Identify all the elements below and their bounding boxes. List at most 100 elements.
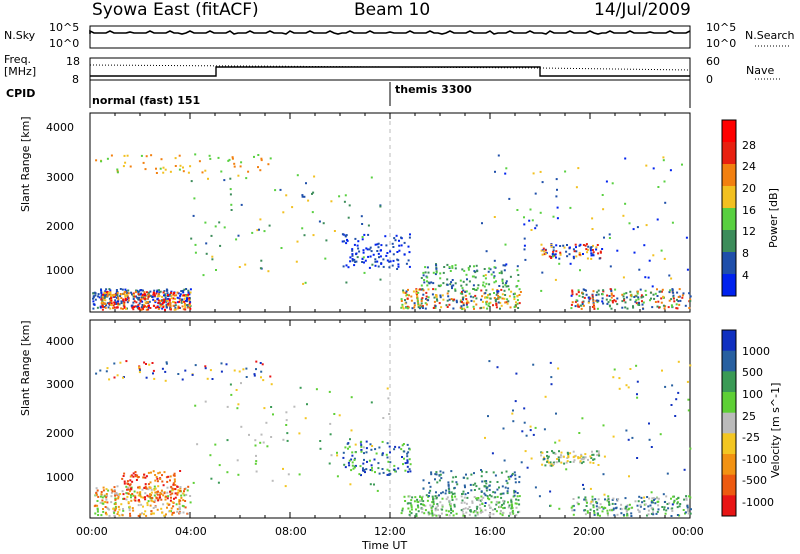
velocity-echo: [270, 406, 273, 408]
velocity-echo: [475, 497, 478, 500]
velocity-echo: [683, 468, 686, 471]
power-echo: [122, 292, 125, 295]
velocity-echo: [184, 506, 187, 509]
power-echo: [580, 307, 583, 310]
power-echo: [117, 296, 120, 299]
velocity-echo: [599, 503, 602, 506]
power-echo: [180, 290, 183, 293]
power-echo: [464, 291, 467, 293]
power-echo: [579, 269, 581, 272]
power-echo: [494, 298, 497, 301]
velocity-echo: [506, 482, 509, 485]
velocity-echo: [373, 458, 376, 461]
velocity-echo: [504, 486, 507, 489]
power-echo: [188, 299, 191, 302]
power-echo: [378, 256, 380, 259]
power-echo: [161, 299, 163, 302]
power-echo: [503, 297, 506, 300]
velocity-echo: [607, 501, 610, 503]
velocity-echo: [173, 478, 176, 481]
velocity-echo: [636, 380, 639, 383]
power-echo: [590, 257, 593, 260]
velocity-echo: [183, 494, 186, 497]
power-echo: [591, 217, 594, 220]
velocity-echo: [462, 513, 465, 516]
power-echo: [207, 177, 209, 180]
power-echo: [172, 300, 174, 303]
velocity-echo: [629, 368, 632, 370]
xtick-0: 00:00: [76, 525, 108, 538]
power-echo: [147, 306, 150, 309]
power-echo: [188, 302, 191, 305]
velocity-echo: [406, 455, 409, 458]
velocity-echo: [170, 510, 173, 513]
power-echo: [178, 306, 181, 309]
velocity-echo: [163, 514, 166, 517]
power-echo: [345, 234, 348, 237]
velocity-echo: [685, 497, 688, 500]
velocity-echo: [406, 465, 409, 468]
power-echo: [582, 304, 585, 307]
velocity-echo: [398, 446, 401, 449]
velocity-echo: [365, 468, 368, 471]
power-echo: [596, 307, 599, 310]
velocity-echo: [319, 440, 322, 442]
velocity-echo: [393, 464, 396, 467]
velocity-echo: [118, 508, 121, 511]
velocity-echo: [117, 493, 120, 496]
velocity-echo: [400, 512, 403, 515]
velocity-echo: [604, 498, 606, 501]
velocity-echo: [652, 497, 655, 500]
velocity-echo: [329, 422, 332, 425]
power-echo: [446, 263, 449, 266]
power-echo: [94, 294, 97, 297]
power-echo: [137, 307, 140, 310]
velocity-echo: [164, 379, 167, 382]
velocity-echo: [546, 460, 549, 463]
power-echo: [556, 188, 558, 191]
power-echo: [405, 262, 408, 265]
power-echo: [156, 298, 159, 301]
power-echo: [173, 308, 176, 311]
power-echo: [211, 255, 214, 258]
velocity-echo: [572, 513, 575, 516]
power-echo: [605, 180, 608, 183]
velocity-echo: [512, 409, 514, 412]
power-echo: [363, 271, 366, 274]
velocity-echo: [592, 504, 595, 507]
velocity-echo: [592, 458, 595, 461]
power-echo: [495, 280, 497, 283]
power-echo: [595, 248, 598, 251]
power-echo: [419, 288, 422, 291]
power-echo: [465, 290, 468, 293]
power-cb-label: Power [dB]: [767, 188, 780, 248]
velocity-echo: [595, 450, 598, 453]
velocity-echo: [478, 487, 481, 490]
power-echo: [258, 228, 260, 231]
velocity-echo: [607, 495, 610, 498]
power-echo: [178, 168, 181, 171]
velocity-echo: [136, 491, 139, 494]
power-echo: [407, 288, 409, 291]
power-echo: [141, 295, 144, 298]
velocity-echo: [608, 503, 611, 506]
velocity-echo: [262, 379, 265, 382]
velocity-echo: [262, 441, 265, 444]
power-echo: [401, 303, 404, 306]
velocity-echo: [455, 498, 458, 501]
power-echo: [107, 306, 110, 309]
velocity-echo: [573, 459, 576, 462]
velocity-echo: [581, 417, 584, 420]
power-echo: [231, 157, 234, 160]
power-echo: [530, 229, 533, 231]
power-echo: [133, 305, 135, 308]
power-echo: [118, 303, 121, 306]
power-echo: [420, 302, 423, 305]
power-echo: [601, 297, 604, 300]
power-echo: [501, 293, 504, 296]
power-echo: [541, 181, 544, 184]
velocity-echo: [492, 471, 495, 474]
power-echo: [363, 233, 366, 236]
power-echo: [442, 271, 445, 274]
velocity-echo: [416, 500, 419, 503]
